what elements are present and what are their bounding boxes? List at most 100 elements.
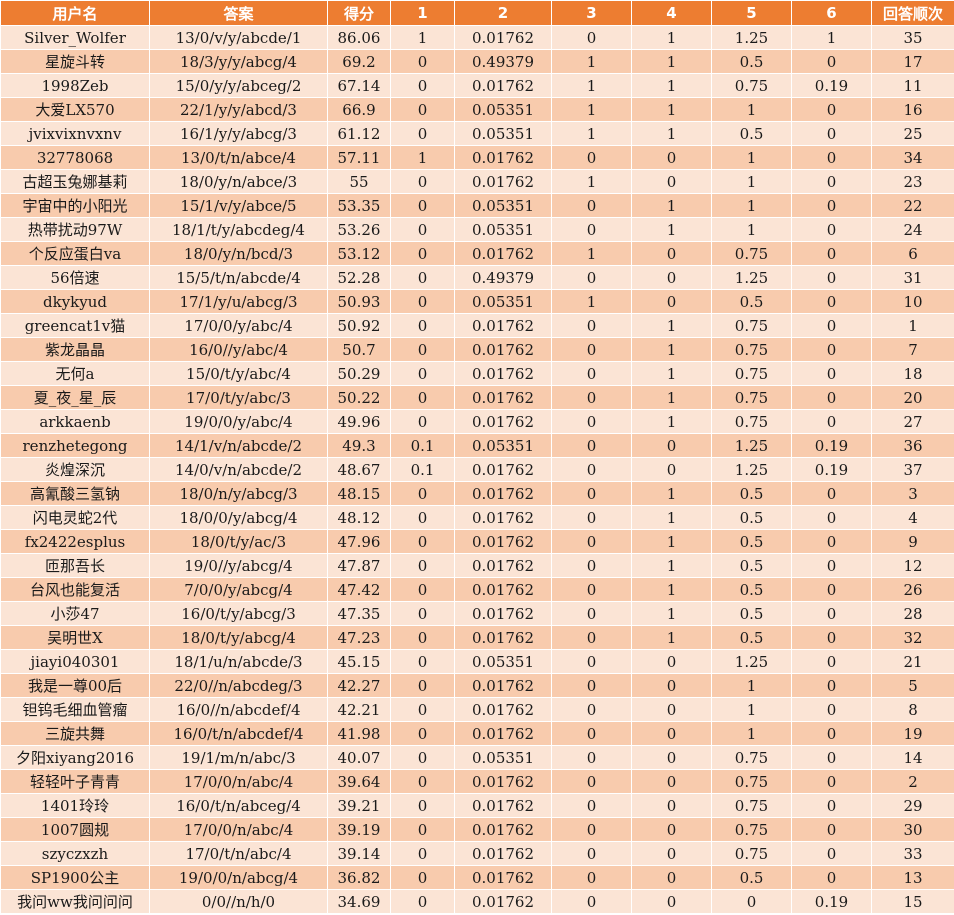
cell-col-4: 0 <box>631 697 712 722</box>
cell-col-3: 0 <box>551 337 632 362</box>
cell-answer-order: 30 <box>871 817 954 842</box>
cell-col-3: 0 <box>551 889 632 914</box>
cell-answer-order: 11 <box>871 73 954 98</box>
cell-col-2: 0.01762 <box>454 505 552 530</box>
cell-col-6: 0 <box>791 529 872 554</box>
cell-score: 49.3 <box>327 433 391 458</box>
cell-username: 宇宙中的小阳光 <box>0 193 150 218</box>
cell-col-5: 1.25 <box>711 433 792 458</box>
cell-col-3: 0 <box>551 577 632 602</box>
table-row: 夕阳xiyang2016 19/1/m/n/abc/3 40.07 0 0.05351 0… <box>0 745 954 770</box>
cell-col-4: 1 <box>631 625 712 650</box>
table-row: 1007圆规 17/0/0/n/abc/4 39.19 0 0.01762 0 0 0.75 0… <box>0 817 954 842</box>
cell-col-6: 0 <box>791 361 872 386</box>
cell-col-1: 0 <box>390 601 455 626</box>
cell-username: 钽钨毛细血管瘤 <box>0 697 150 722</box>
cell-col-6: 0 <box>791 601 872 626</box>
cell-username: 台风也能复活 <box>0 577 150 602</box>
cell-answer-order: 13 <box>871 865 954 890</box>
cell-col-4: 1 <box>631 97 712 122</box>
cell-score: 50.7 <box>327 337 391 362</box>
cell-answer-order: 6 <box>871 241 954 266</box>
cell-col-4: 1 <box>631 577 712 602</box>
cell-answer: 14/1/v/n/abcde/2 <box>149 433 328 458</box>
table-row: 32778068 13/0/t/n/abce/4 57.11 1 0.01762 0 0 1 0… <box>0 145 954 170</box>
cell-username: 古超玉兔娜基莉 <box>0 169 150 194</box>
cell-col-5: 1 <box>711 697 792 722</box>
cell-username: 我问ww我问问问 <box>0 889 150 914</box>
cell-col-2: 0.01762 <box>454 145 552 170</box>
cell-col-5: 0.5 <box>711 625 792 650</box>
cell-col-3: 0 <box>551 145 632 170</box>
cell-col-2: 0.01762 <box>454 817 552 842</box>
cell-answer-order: 12 <box>871 553 954 578</box>
cell-col-6: 0 <box>791 49 872 74</box>
cell-answer-order: 28 <box>871 601 954 626</box>
cell-col-1: 0 <box>390 169 455 194</box>
cell-username: SP1900公主 <box>0 865 150 890</box>
table-row: 轻轻叶子青青 17/0/0/n/abc/4 39.64 0 0.01762 0 0 0.75 0… <box>0 769 954 794</box>
cell-col-2: 0.05351 <box>454 433 552 458</box>
cell-answer: 16/0/t/n/abcdef/4 <box>149 721 328 746</box>
cell-col-1: 0 <box>390 481 455 506</box>
cell-col-6: 0 <box>791 721 872 746</box>
cell-col-5: 0.75 <box>711 73 792 98</box>
cell-score: 86.06 <box>327 25 391 50</box>
table-row: 我问ww我问问问 0/0//n/h/0 34.69 0 0.01762 0 0 0 0.19 15 <box>0 889 954 914</box>
cell-col-2: 0.01762 <box>454 625 552 650</box>
cell-col-5: 0.5 <box>711 865 792 890</box>
cell-col-6: 0 <box>791 841 872 866</box>
cell-col-4: 0 <box>631 169 712 194</box>
cell-col-4: 0 <box>631 289 712 314</box>
cell-answer: 16/0/t/y/abcg/3 <box>149 601 328 626</box>
cell-col-1: 0.1 <box>390 433 455 458</box>
table-row: 炎煌深沉 14/0/v/n/abcde/2 48.67 0.1 0.01762 0 0 1.2… <box>0 457 954 482</box>
table-row: 三旋共舞 16/0/t/n/abcdef/4 41.98 0 0.01762 0 0 1 0 19 <box>0 721 954 746</box>
cell-col-2: 0.01762 <box>454 841 552 866</box>
cell-answer: 15/1/v/y/abce/5 <box>149 193 328 218</box>
table-row: jvixvixnvxnv 16/1/y/y/abcg/3 61.12 0 0.05351… <box>0 121 954 146</box>
table-row: 匝那吾长 19/0//y/abcg/4 47.87 0 0.01762 0 1 0.5 0 12 <box>0 553 954 578</box>
cell-col-4: 0 <box>631 649 712 674</box>
header-col-3: 3 <box>551 0 632 26</box>
cell-col-1: 0 <box>390 865 455 890</box>
cell-col-4: 1 <box>631 313 712 338</box>
cell-col-3: 0 <box>551 433 632 458</box>
cell-col-4: 0 <box>631 745 712 770</box>
cell-answer: 18/1/t/y/abcdeg/4 <box>149 217 328 242</box>
cell-score: 36.82 <box>327 865 391 890</box>
cell-answer-order: 33 <box>871 841 954 866</box>
header-col-6: 6 <box>791 0 872 26</box>
cell-col-1: 0 <box>390 361 455 386</box>
cell-score: 57.11 <box>327 145 391 170</box>
cell-col-5: 0.75 <box>711 337 792 362</box>
cell-col-2: 0.01762 <box>454 865 552 890</box>
cell-col-6: 0.19 <box>791 889 872 914</box>
cell-answer-order: 4 <box>871 505 954 530</box>
cell-username: jiayi040301 <box>0 649 150 674</box>
cell-username: 夕阳xiyang2016 <box>0 745 150 770</box>
cell-col-3: 1 <box>551 121 632 146</box>
cell-col-3: 0 <box>551 265 632 290</box>
cell-col-4: 1 <box>631 361 712 386</box>
cell-col-4: 0 <box>631 793 712 818</box>
cell-col-6: 0 <box>791 97 872 122</box>
cell-answer-order: 16 <box>871 97 954 122</box>
cell-col-5: 1 <box>711 193 792 218</box>
cell-col-5: 0.75 <box>711 769 792 794</box>
cell-col-6: 0 <box>791 313 872 338</box>
cell-col-6: 0 <box>791 577 872 602</box>
cell-col-1: 0 <box>390 577 455 602</box>
cell-col-2: 0.05351 <box>454 289 552 314</box>
cell-col-5: 1 <box>711 673 792 698</box>
table-row: 个反应蛋白va 18/0/y/n/bcd/3 53.12 0 0.01762 1 0 0.75… <box>0 241 954 266</box>
header-row: 用户名 答案 得分 1 2 3 4 5 6 回答顺次 <box>0 0 954 26</box>
cell-col-6: 0 <box>791 169 872 194</box>
cell-col-3: 0 <box>551 505 632 530</box>
cell-col-4: 1 <box>631 481 712 506</box>
cell-username: 我是一尊00后 <box>0 673 150 698</box>
table-row: 吴明世X 18/0/t/y/abcg/4 47.23 0 0.01762 0 1 0.5 0 32 <box>0 625 954 650</box>
cell-answer: 17/1/y/u/abcg/3 <box>149 289 328 314</box>
cell-answer: 18/1/u/n/abcde/3 <box>149 649 328 674</box>
cell-answer-order: 24 <box>871 217 954 242</box>
